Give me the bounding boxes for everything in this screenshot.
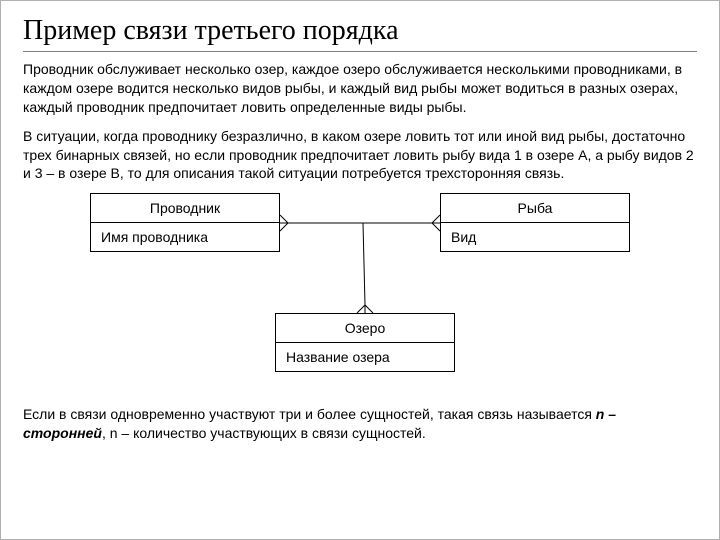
entity-guide: ПроводникИмя проводника: [90, 193, 280, 252]
paragraph-2: В ситуации, когда проводнику безразлично…: [23, 127, 697, 184]
slide-title: Пример связи третьего порядка: [23, 15, 697, 52]
footer-post: , n – количество участвующих в связи сущ…: [102, 425, 426, 441]
footer-pre: Если в связи одновременно участвуют три …: [23, 406, 596, 422]
entity-lake-attr: Название озера: [276, 343, 454, 371]
entity-lake: ОзероНазвание озера: [275, 313, 455, 372]
footer-text: Если в связи одновременно участвуют три …: [23, 405, 697, 443]
entity-fish-header: Рыба: [441, 194, 629, 223]
entity-fish-attr: Вид: [441, 223, 629, 251]
entity-lake-header: Озеро: [276, 314, 454, 343]
slide-frame: Пример связи третьего порядка Проводник …: [0, 0, 720, 540]
entity-guide-header: Проводник: [91, 194, 279, 223]
entity-guide-attr: Имя проводника: [91, 223, 279, 251]
er-diagram: ПроводникИмя проводника РыбаВид ОзероНазва…: [80, 193, 640, 393]
paragraph-1: Проводник обслуживает несколько озер, ка…: [23, 60, 697, 117]
entity-fish: РыбаВид: [440, 193, 630, 252]
